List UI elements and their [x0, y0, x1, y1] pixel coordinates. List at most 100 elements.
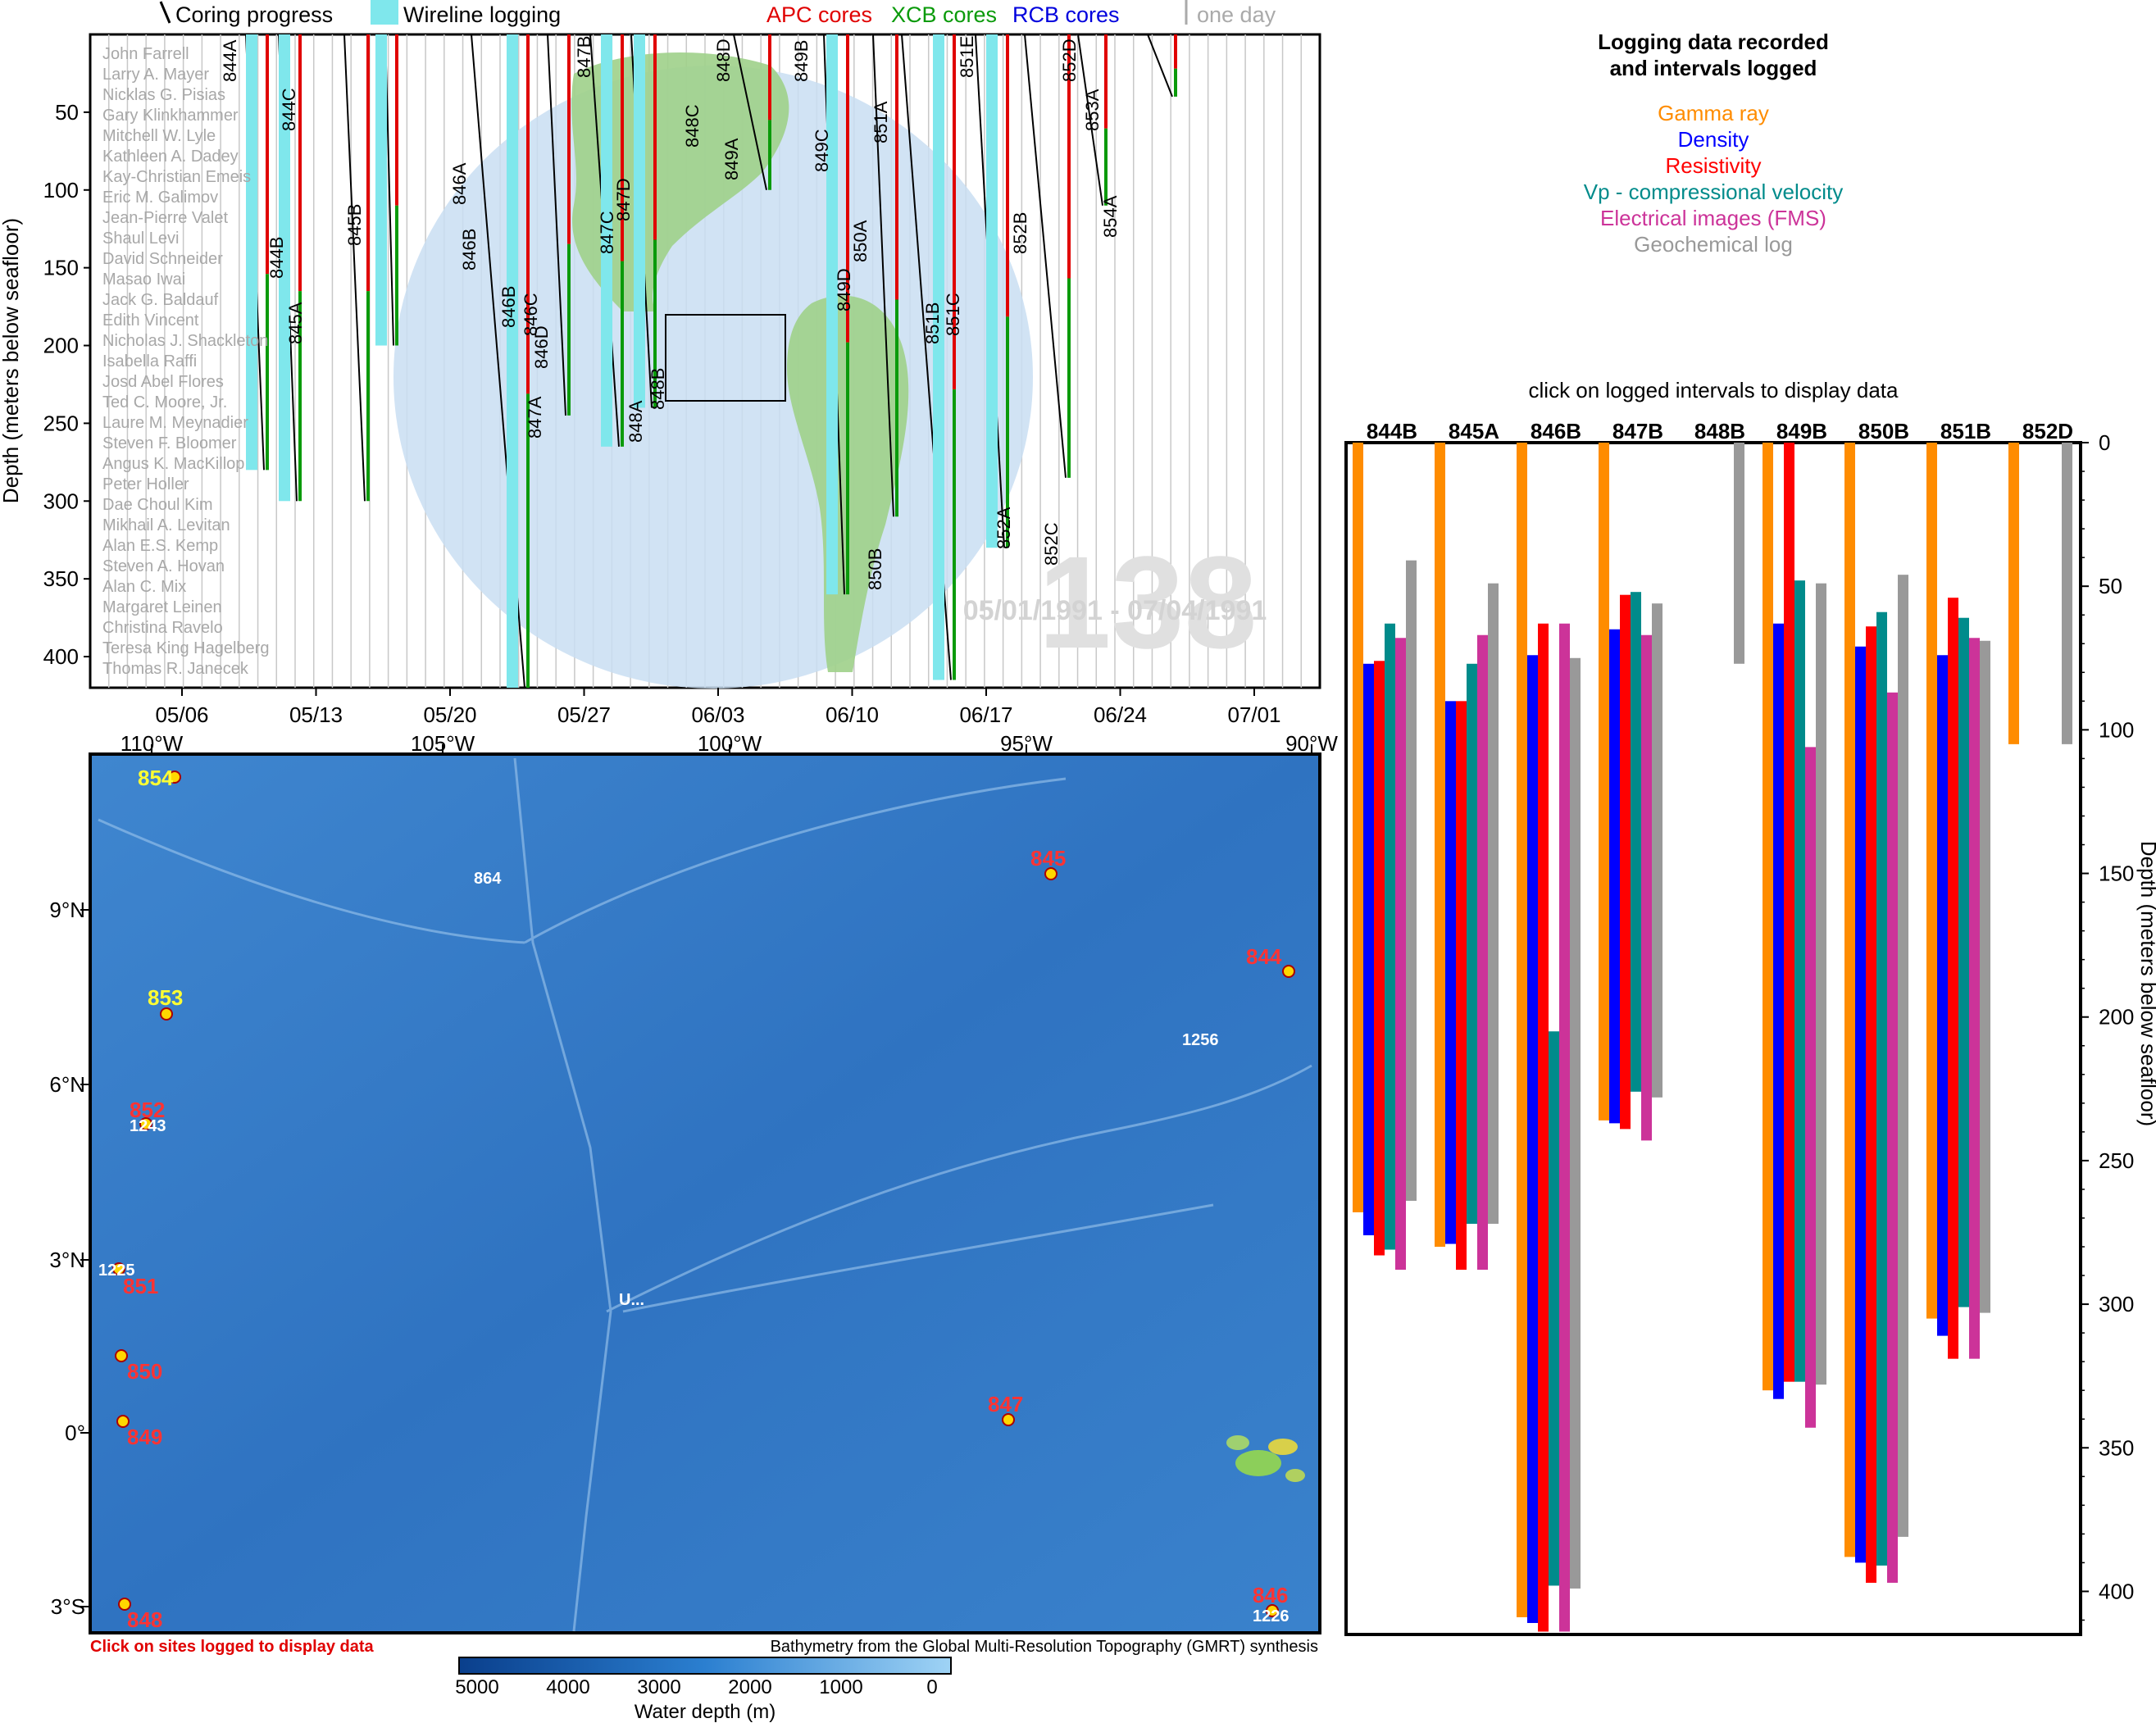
interval-bar-845A-3[interactable] — [1467, 663, 1477, 1224]
island — [1235, 1450, 1281, 1476]
interval-bar-847B-4[interactable] — [1641, 634, 1652, 1141]
interval-bar-845A-5[interactable] — [1488, 583, 1499, 1224]
other-site-label: 1256 — [1182, 1031, 1219, 1049]
interval-bar-849B-5[interactable] — [1816, 583, 1826, 1385]
hole-label: 849A — [721, 138, 742, 180]
interval-bar-847B-5[interactable] — [1652, 603, 1662, 1098]
interval-bar-850B-2[interactable] — [1866, 626, 1876, 1583]
hole-category-847B[interactable]: 847B — [1612, 419, 1663, 443]
hole-label: 846B — [459, 229, 480, 270]
scientist-name: Alan C. Mix — [102, 578, 186, 596]
hole-category-845A[interactable]: 845A — [1449, 419, 1499, 443]
coring-y-axis-label: Depth (meters below seafloor) — [0, 218, 23, 503]
interval-bar-851B-4[interactable] — [1969, 638, 1980, 1359]
scientist-name: Angus K. MacKillop — [102, 455, 244, 473]
hole-category-849B[interactable]: 849B — [1776, 419, 1827, 443]
site-label-844[interactable]: 844 — [1246, 944, 1282, 969]
interval-bar-851B-0[interactable] — [1926, 443, 1937, 1319]
interval-bar-850B-1[interactable] — [1855, 646, 1866, 1563]
site-marker-848[interactable] — [118, 1598, 131, 1611]
interval-bar-846B-4[interactable] — [1559, 623, 1570, 1632]
legend-xcb-cores: XCB cores — [891, 2, 997, 27]
site-marker-850[interactable] — [115, 1349, 128, 1362]
interval-bar-845A-2[interactable] — [1456, 701, 1467, 1271]
interval-bar-846B-3[interactable] — [1549, 1031, 1559, 1586]
hole-category-844B[interactable]: 844B — [1367, 419, 1417, 443]
legend-one-day: one day — [1197, 2, 1276, 27]
lon-label: 100°W — [698, 731, 762, 756]
hole-label: 846D — [531, 325, 552, 369]
hole-category-848B[interactable]: 848B — [1694, 419, 1745, 443]
interval-bar-846B-2[interactable] — [1538, 623, 1549, 1632]
y-tick-label: 150 — [43, 256, 79, 280]
interval-bar-847B-2[interactable] — [1620, 594, 1631, 1130]
interval-bar-846B-0[interactable] — [1517, 443, 1527, 1617]
site-marker-847[interactable] — [1002, 1413, 1015, 1426]
site-label-847[interactable]: 847 — [988, 1392, 1023, 1416]
interval-bar-844B-5[interactable] — [1406, 560, 1417, 1201]
interval-bar-849B-0[interactable] — [1763, 443, 1773, 1391]
east-pacific-rise-ridge — [513, 757, 612, 1632]
interval-bar-852D-0[interactable] — [2008, 443, 2019, 744]
interval-bar-844B-0[interactable] — [1353, 443, 1363, 1212]
interval-bar-849B-4[interactable] — [1805, 747, 1816, 1428]
interval-bar-851B-2[interactable] — [1948, 598, 1958, 1359]
hole-category-852D[interactable]: 852D — [2022, 419, 2073, 443]
site-label-850[interactable]: 850 — [127, 1359, 162, 1384]
site-marker-845[interactable] — [1044, 867, 1058, 880]
site-marker-854[interactable] — [168, 771, 181, 784]
scientist-name: Shaul Levi — [102, 230, 179, 248]
colorbar-tick-label: 4000 — [546, 1676, 589, 1698]
site-marker-851[interactable] — [112, 1262, 125, 1275]
site-marker-852[interactable] — [139, 1117, 152, 1130]
interval-bar-847B-3[interactable] — [1631, 592, 1641, 1092]
hole-category-850B[interactable]: 850B — [1858, 419, 1909, 443]
interval-bar-851B-5[interactable] — [1980, 640, 1990, 1313]
interval-bar-849B-3[interactable] — [1794, 580, 1805, 1382]
interval-bar-849B-1[interactable] — [1773, 623, 1784, 1399]
interval-bar-845A-1[interactable] — [1445, 701, 1456, 1244]
interval-bar-849B-2[interactable] — [1784, 443, 1794, 1382]
interval-bar-846B-5[interactable] — [1570, 657, 1581, 1589]
interval-bar-850B-0[interactable] — [1844, 443, 1855, 1557]
interval-bar-845A-4[interactable] — [1477, 634, 1488, 1271]
coring-legend: Coring progress Wireline logging APC cor… — [159, 0, 1276, 27]
site-label-849[interactable]: 849 — [127, 1425, 162, 1449]
site-marker-846[interactable] — [1266, 1604, 1279, 1617]
interval-bar-844B-1[interactable] — [1363, 663, 1374, 1235]
site-label-851[interactable]: 851 — [123, 1274, 158, 1298]
bathymetry-map[interactable] — [89, 752, 1321, 1634]
interval-bar-845A-0[interactable] — [1435, 443, 1445, 1248]
site-marker-853[interactable] — [160, 1007, 173, 1021]
interval-bar-852D-5[interactable] — [2062, 443, 2072, 744]
hole-category-846B[interactable]: 846B — [1531, 419, 1581, 443]
interval-bar-844B-4[interactable] — [1395, 638, 1406, 1271]
interval-bar-851B-1[interactable] — [1937, 655, 1948, 1336]
interval-bar-851B-3[interactable] — [1958, 617, 1969, 1307]
site-marker-844[interactable] — [1282, 965, 1295, 978]
interval-bar-846B-1[interactable] — [1527, 655, 1538, 1623]
wireline-logged-interval — [634, 34, 645, 408]
scientist-name: Ted C. Moore, Jr. — [102, 393, 227, 411]
interval-bar-850B-4[interactable] — [1887, 692, 1898, 1583]
interval-bar-848B-5[interactable] — [1734, 443, 1744, 664]
interval-bar-847B-0[interactable] — [1599, 443, 1609, 1121]
site-marker-849[interactable] — [116, 1415, 130, 1428]
hole-label: 852C — [1041, 522, 1062, 566]
site-label-845[interactable]: 845 — [1030, 846, 1066, 871]
site-label-848[interactable]: 848 — [127, 1607, 162, 1632]
interval-bar-850B-3[interactable] — [1876, 611, 1887, 1566]
site-label-853[interactable]: 853 — [148, 985, 183, 1010]
core-segments — [246, 34, 1177, 688]
interval-bar-850B-5[interactable] — [1898, 575, 1908, 1537]
galapagos-islands — [1226, 1435, 1305, 1482]
hole-category-851B[interactable]: 851B — [1940, 419, 1991, 443]
interval-bar-844B-3[interactable] — [1385, 623, 1395, 1250]
interval-bar-847B-1[interactable] — [1609, 629, 1620, 1124]
site-label-852[interactable]: 852 — [130, 1098, 165, 1122]
site-label-846[interactable]: 846 — [1253, 1583, 1288, 1607]
legend-item-label: Geochemical log — [1634, 232, 1793, 257]
interval-bar-844B-2[interactable] — [1374, 661, 1385, 1256]
site-label-854[interactable]: 854 — [138, 766, 174, 790]
